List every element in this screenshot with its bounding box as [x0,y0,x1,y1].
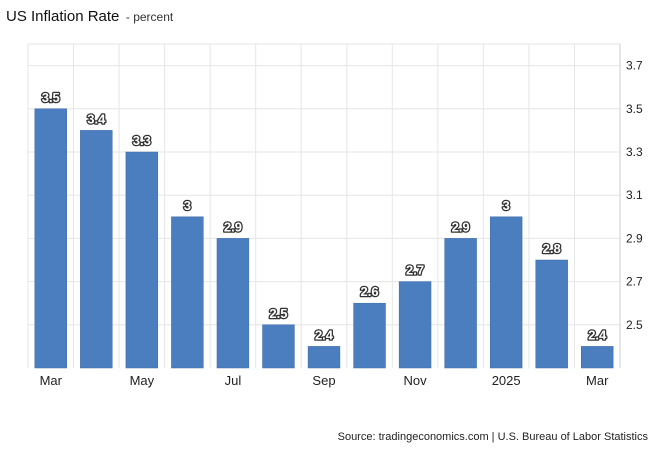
y-tick-label: 2.7 [626,275,643,289]
data-label: 2.9 [224,219,242,234]
x-tick-label: May [130,373,155,388]
data-label: 3.3 [133,133,151,148]
x-tick-label: Mar [586,373,609,388]
bar [489,216,523,369]
bar [216,238,250,369]
bar [398,281,432,369]
bar [353,302,386,369]
data-label: 3 [503,198,510,213]
y-tick-label: 3.1 [626,188,643,202]
data-label: 3.4 [87,111,106,126]
y-tick-label: 3.5 [626,102,643,116]
x-tick-label: 2025 [492,373,521,388]
y-tick-label: 2.5 [626,318,643,332]
bar [34,108,67,369]
data-label: 3.5 [42,90,60,105]
data-label: 2.4 [315,327,334,342]
data-label: 2.6 [360,284,378,299]
y-tick-label: 3.3 [626,145,643,159]
bar [444,238,477,369]
x-tick-label: Sep [312,373,335,388]
bar [125,151,159,369]
source-note: Source: tradingeconomics.com | U.S. Bure… [337,431,648,443]
x-tick-label: Jul [225,373,242,388]
bar [80,130,113,369]
data-label: 2.4 [588,327,607,342]
bar [581,346,614,369]
chart-title-row: US Inflation Rate - percent [6,8,173,26]
x-tick-label: Nov [404,373,428,388]
data-label: 2.5 [269,306,287,321]
data-label: 2.7 [406,263,424,278]
data-label: 2.9 [452,219,470,234]
bar [262,324,295,369]
data-label: 2.8 [543,241,561,256]
y-tick-label: 3.7 [626,59,643,73]
bar [171,216,204,369]
data-label: 3 [184,198,191,213]
chart-title: US Inflation Rate [6,8,120,25]
x-tick-label: Mar [40,373,63,388]
bar [535,259,568,369]
y-tick-label: 2.9 [626,231,643,245]
bar [307,346,341,369]
chart-subtitle: - percent [125,10,174,24]
